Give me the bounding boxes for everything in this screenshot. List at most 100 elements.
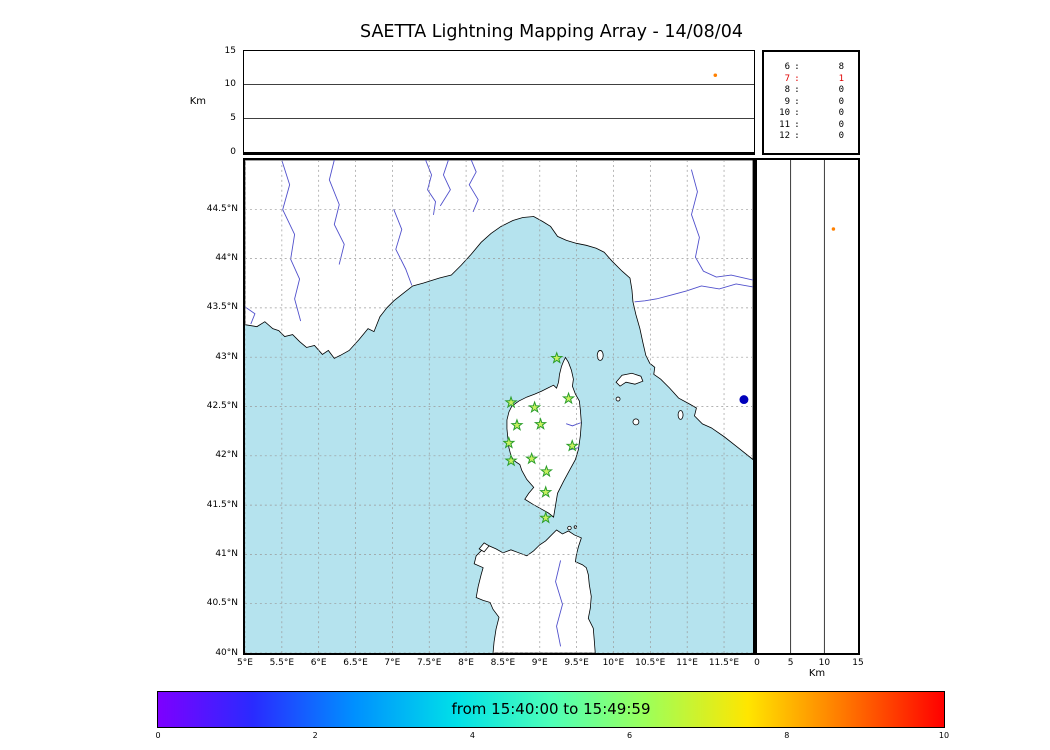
river [634,283,753,303]
lma-station-marker [504,395,518,409]
altitude-tick-label: 5 [230,112,236,123]
colorbar-tick-label: 6 [627,731,633,740]
river [425,160,436,216]
island-capraia [596,350,604,361]
coast-france-italy [245,160,753,461]
lma-station-marker [504,453,518,467]
longitude-tick-label: 6.5°E [343,658,368,668]
colorbar-tick-label: 2 [312,731,318,740]
island-pianosa [615,396,621,402]
river [328,160,345,265]
longitude-tick-label: 10.5°E [635,658,666,668]
lma-station-marker [539,485,553,498]
altitude-latitude-panel [755,158,860,655]
altitude-longitude-plot [244,73,754,119]
station-count-key: 12 [779,131,790,141]
longitude-tick-label: 7°E [384,658,401,668]
altitude-latitude-plot [790,160,836,653]
lightning-source-point [831,227,836,231]
lma-station-marker [510,418,524,431]
map-grid [245,160,753,653]
colorbar-tick-label: 4 [469,731,475,740]
island-maddalena [567,525,572,531]
station-count-value: 0 [838,119,844,130]
rivers [245,160,753,325]
lma-station-marker [533,417,548,430]
lma-station-marker [539,510,553,524]
colon: : [794,62,800,72]
altitude-axis-label: Km [189,96,206,107]
longitude-tick-label: 7.5°E [416,658,442,668]
island-sardinia [473,529,596,653]
lma-station-marker [502,436,516,449]
river [555,560,563,647]
km-axis-label: Km [808,668,826,679]
island-corsica [506,356,582,518]
map-sources [739,395,749,405]
longitude-tick-label: 5°E [237,658,253,668]
longitude-tick-label: 8.5°E [490,658,516,668]
station-count-panel: 6:8 7:1 8:0 9:0 10:0 11:0 12:0 [762,50,860,155]
colorbar-tick-label: 10 [938,731,950,740]
river [245,306,256,325]
station-count-key: 11 [779,119,790,130]
latitude-tick-label: 40.5°N [206,598,238,609]
colon: : [794,131,800,141]
latitude-tick-label: 40°N [215,647,238,658]
altitude-tick-label: 15 [224,45,236,56]
latitude-tick-label: 42°N [215,450,238,461]
station-count-row: 6: 8 [770,62,854,74]
longitude-tick-label: 9°E [531,658,548,668]
station-count-value: 0 [838,85,844,95]
lma-station-marker [539,464,553,478]
river [440,160,451,207]
island-montecristo [632,418,640,426]
latitude-tick-label: 42.5°N [206,401,238,411]
island-giglio [677,410,684,420]
station-count-row: 10: 0 [770,108,854,120]
lma-station-marker [565,439,579,452]
colon: : [794,108,800,118]
station-count-row: 8: 0 [770,85,854,97]
station-count-key: 8 [784,85,790,95]
station-count-value: 1 [838,73,844,84]
longitude-tick-label: 6°E [310,658,327,668]
river [566,422,581,427]
latitude-tick-label: 41°N [215,548,238,559]
lma-station-marker [525,451,539,465]
map-source-point [739,395,749,405]
lma-station-marker [561,391,576,405]
island-elba [615,372,644,387]
latitude-tick-label: 41.5°N [206,499,238,510]
lma-station-marker [528,400,542,414]
island-asinara [478,542,490,553]
station-count-key: 6 [784,62,790,72]
river [393,209,413,286]
km-tick-label: 0 [754,658,760,668]
longitude-tick-label: 11°E [676,658,698,668]
lma-station-marker [550,351,564,364]
station-count-row: 7: 1 [770,74,854,86]
latitude-tick-label: 43.5°N [206,302,238,313]
station-count-value: 0 [838,108,844,118]
colon: : [794,96,800,107]
map-panel [243,158,755,655]
latitude-tick-label: 44.5°N [206,203,238,214]
colorbar-tick-label: 0 [155,731,161,740]
river [281,160,302,322]
station-count-key: 9 [784,96,790,107]
longitude-tick-label: 8°E [458,658,474,668]
longitude-tick-label: 10°E [602,658,625,668]
latitude-tick-label: 43°N [215,351,238,362]
colon: : [794,73,800,84]
km-tick-label: 15 [852,658,864,668]
altitude-tick-label: 10 [224,79,236,90]
station-count-row: 9: 0 [770,97,854,109]
altitude-longitude-panel [243,50,755,155]
lightning-source-point [713,73,718,77]
map-plot [245,160,753,653]
figure-title: SAETTA Lightning Mapping Array - 14/08/0… [360,22,743,42]
station-count-value: 0 [838,96,844,107]
river [468,160,479,213]
